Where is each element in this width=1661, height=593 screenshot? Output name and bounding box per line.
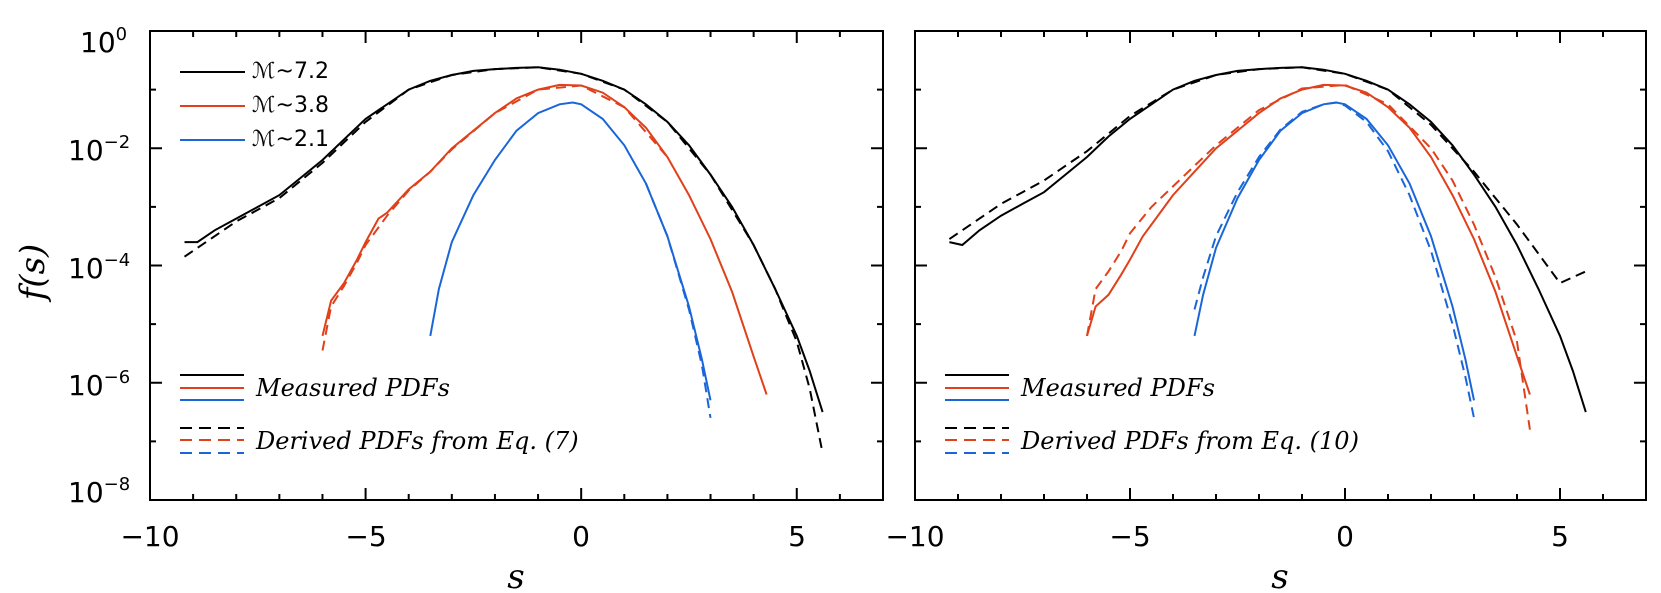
y-axis-title: f(s) xyxy=(13,244,53,304)
series-line-1-3 xyxy=(1086,83,1531,430)
mach-legend-label-0: ℳ~7.2 xyxy=(252,59,329,84)
series-line-1-2 xyxy=(1086,83,1531,395)
x-tick-label-right-1: −5 xyxy=(1109,520,1150,553)
x-tick-label-right-0: −10 xyxy=(885,520,944,553)
x-axis-title-left: s xyxy=(507,557,524,593)
right-panel: −10 −5 0 5 s Measured PDFs Derived PDFs … xyxy=(885,30,1647,593)
y-tick-label-2: 10−4 xyxy=(68,250,130,285)
series-line-0-0 xyxy=(184,66,824,413)
mach-legend-label-1: ℳ~3.8 xyxy=(252,93,329,118)
style-legend-left: Measured PDFs Derived PDFs from Eq. (7) xyxy=(180,374,579,455)
y-tick-label-1: 10−2 xyxy=(68,132,130,167)
series-line-0-5 xyxy=(644,183,712,419)
x-tick-label-left-1: −5 xyxy=(345,520,386,553)
mach-legend: ℳ~7.2 ℳ~3.8 ℳ~2.1 xyxy=(180,59,329,152)
mach-legend-label-2: ℳ~2.1 xyxy=(252,127,329,152)
x-tick-label-left-0: −10 xyxy=(120,520,179,553)
style-legend-right: Measured PDFs Derived PDFs from Eq. (10) xyxy=(945,374,1359,455)
left-series-layer xyxy=(183,66,824,454)
series-line-1-0 xyxy=(949,66,1587,413)
measured-label-left: Measured PDFs xyxy=(255,374,450,402)
series-line-1-5 xyxy=(1193,101,1475,419)
y-tick-label-4: 10−8 xyxy=(68,474,130,509)
x-tick-label-left-3: 5 xyxy=(788,520,806,553)
x-axis-title-right: s xyxy=(1271,557,1288,593)
derived-label-left: Derived PDFs from Eq. (7) xyxy=(255,427,579,455)
right-axis-ticks xyxy=(914,30,1647,501)
x-tick-label-left-2: 0 xyxy=(572,520,590,553)
left-panel: 100 10−2 10−4 10−6 10−8 −10 −5 0 5 f(s) … xyxy=(13,24,884,593)
right-series-layer xyxy=(948,66,1587,430)
series-line-0-2 xyxy=(321,83,768,395)
series-line-0-3 xyxy=(321,84,669,351)
series-line-0-4 xyxy=(429,101,712,401)
series-line-1-1 xyxy=(948,66,1587,285)
x-tick-label-right-3: 5 xyxy=(1551,520,1569,553)
series-line-0-1 xyxy=(183,66,824,454)
derived-label-right: Derived PDFs from Eq. (10) xyxy=(1020,427,1359,455)
y-tick-label-0: 100 xyxy=(80,24,127,59)
measured-label-right: Measured PDFs xyxy=(1020,374,1215,402)
series-line-1-4 xyxy=(1193,101,1475,401)
x-tick-label-right-2: 0 xyxy=(1336,520,1354,553)
y-tick-label-3: 10−6 xyxy=(68,367,130,402)
left-axis-ticks xyxy=(149,30,884,501)
